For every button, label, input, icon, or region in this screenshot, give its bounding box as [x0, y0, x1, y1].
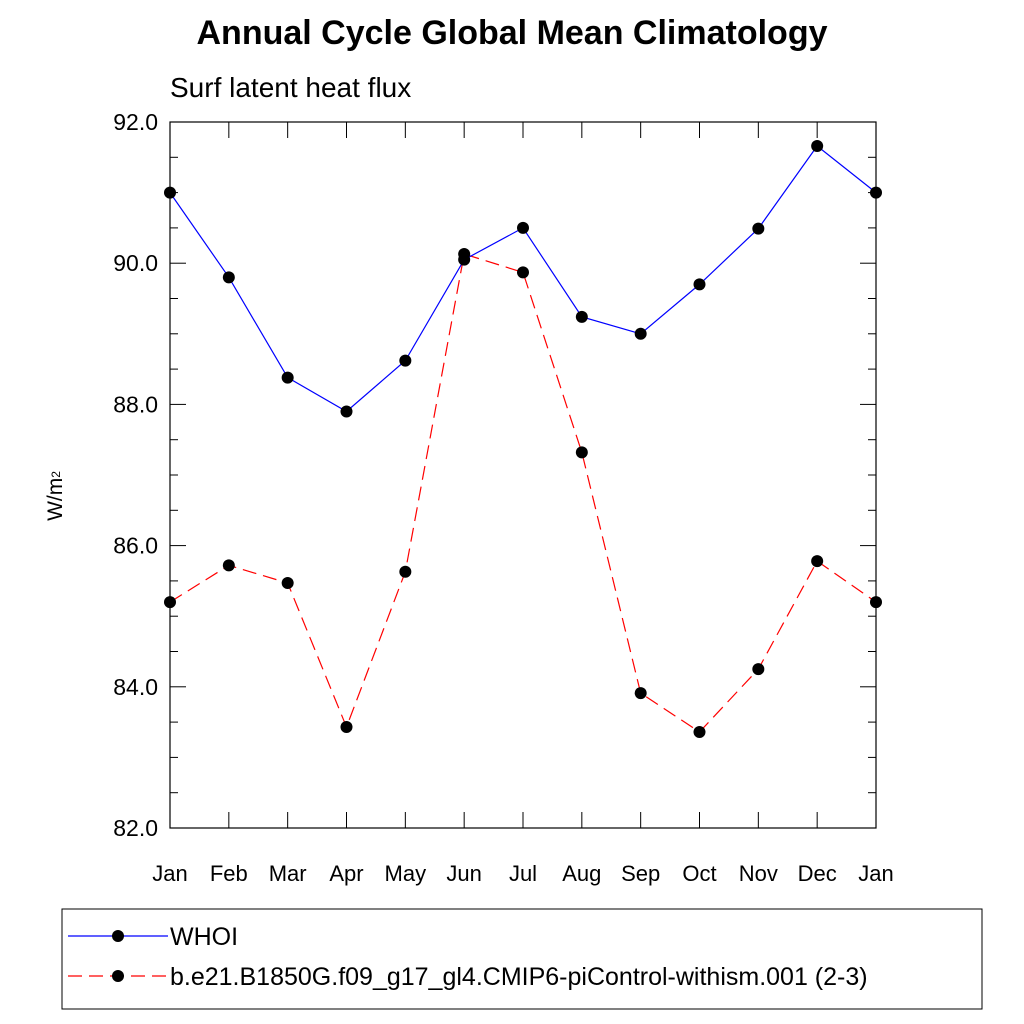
x-tick-label: Jan: [858, 861, 893, 886]
data-point-series-0: [458, 253, 471, 266]
chart-subtitle: Surf latent heat flux: [170, 72, 412, 103]
x-tick-label: Nov: [739, 861, 778, 886]
data-point-series-0: [752, 222, 765, 235]
y-tick-label: 88.0: [113, 391, 158, 417]
y-tick-label: 86.0: [113, 533, 158, 559]
y-tick-label: 92.0: [113, 109, 158, 135]
x-tick-label: Oct: [682, 861, 716, 886]
data-point-series-1: [164, 596, 176, 609]
y-tick-label: 90.0: [113, 250, 158, 276]
data-point-series-0: [340, 405, 353, 418]
data-point-series-1: [752, 663, 765, 676]
data-point-series-1: [693, 725, 706, 738]
data-point-series-0: [575, 310, 588, 323]
data-point-series-1: [517, 266, 529, 279]
data-point-series-0: [281, 371, 294, 384]
data-point-series-1: [870, 596, 882, 609]
data-point-series-0: [870, 186, 882, 199]
y-tick-label: 84.0: [113, 674, 158, 700]
data-point-series-0: [634, 327, 647, 340]
legend-label-0: WHOI: [170, 923, 238, 951]
x-tick-label: Aug: [562, 861, 601, 886]
y-tick-label: 82.0: [113, 815, 158, 841]
legend-marker-1: [112, 970, 124, 982]
data-point-series-1: [811, 555, 824, 568]
x-tick-label: Jan: [152, 861, 187, 886]
data-point-series-1: [634, 687, 647, 700]
x-tick-label: Mar: [269, 861, 307, 886]
data-point-series-1: [575, 446, 588, 459]
legend-marker-0: [112, 930, 124, 942]
data-point-series-1: [399, 565, 412, 578]
data-point-series-1: [340, 721, 353, 734]
x-tick-label: Feb: [210, 861, 248, 886]
data-point-series-0: [517, 221, 529, 234]
legend-box: [61, 908, 983, 1010]
data-point-series-1: [281, 577, 294, 590]
chart-title: Annual Cycle Global Mean Climatology: [196, 14, 828, 52]
data-point-series-0: [222, 271, 235, 284]
series-line-1: [169, 253, 877, 733]
x-tick-label: Sep: [621, 861, 660, 886]
x-tick-label: May: [385, 861, 427, 886]
x-tick-label: Jul: [509, 861, 537, 886]
data-point-series-0: [399, 354, 412, 367]
data-point-series-0: [693, 278, 706, 291]
x-tick-label: Jun: [446, 861, 481, 886]
legend-label-1: b.e21.B1850G.f09_g17_gl4.CMIP6-piControl…: [170, 963, 868, 991]
series-line-0: [169, 145, 877, 413]
data-point-series-0: [811, 140, 824, 153]
x-tick-label: Dec: [798, 861, 837, 886]
x-tick-label: Apr: [329, 861, 363, 886]
data-point-series-1: [222, 559, 235, 572]
data-point-series-0: [164, 186, 176, 199]
